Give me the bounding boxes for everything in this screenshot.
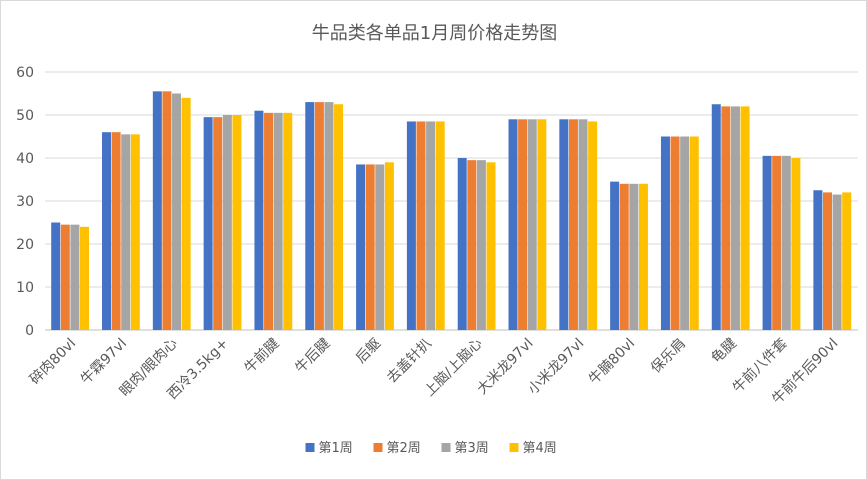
legend-label: 第1周 (319, 441, 353, 456)
bar (781, 155, 791, 330)
bar (213, 117, 223, 331)
bar (842, 192, 852, 330)
bar (476, 160, 486, 330)
bar (426, 121, 436, 330)
bar (508, 119, 518, 330)
x-tick-label: 去盖针扒 (384, 336, 435, 387)
y-tick-label: 60 (16, 65, 34, 81)
bar (762, 155, 772, 330)
bar (660, 136, 670, 330)
bar (711, 104, 721, 330)
bar (578, 119, 588, 330)
bar (537, 119, 547, 330)
bar (689, 136, 699, 330)
bar (619, 183, 629, 330)
y-tick-label: 50 (16, 108, 34, 124)
bar (254, 110, 264, 330)
x-tick-label: 后躯 (353, 336, 384, 367)
bar (130, 134, 140, 330)
bar (305, 102, 315, 330)
legend-swatch (305, 443, 315, 452)
x-tick-label: 碎肉80vl (27, 336, 79, 388)
legend-label: 第2周 (387, 441, 421, 456)
bar (832, 194, 842, 330)
bar (102, 132, 112, 330)
y-tick-label: 20 (16, 237, 34, 253)
bar (70, 224, 80, 330)
bar (51, 222, 61, 330)
legend-label: 第4周 (523, 441, 557, 456)
bar (324, 102, 334, 330)
bar (588, 121, 598, 330)
bar (203, 117, 213, 331)
bar (822, 192, 832, 330)
y-tick-label: 10 (16, 280, 34, 296)
legend-swatch (373, 443, 383, 452)
bar (486, 162, 496, 330)
bar (314, 102, 324, 330)
bar (80, 226, 90, 330)
bar (772, 155, 782, 330)
bar (527, 119, 537, 330)
x-tick-label: 龟腱 (709, 336, 740, 367)
chart-title: 牛品类各单品1月周价格走势图 (311, 23, 558, 44)
bar (384, 162, 394, 330)
bar (629, 183, 639, 330)
bar (273, 112, 283, 330)
bar (375, 164, 385, 330)
bar (283, 112, 293, 330)
y-tick-label: 30 (16, 194, 34, 210)
bar (680, 136, 690, 330)
bar (610, 181, 620, 330)
legend-swatch (509, 443, 519, 452)
bar (356, 164, 366, 330)
x-tick-label: 牛前腱 (241, 335, 283, 377)
bar (559, 119, 569, 330)
bar (222, 115, 232, 330)
bar (791, 158, 801, 330)
y-tick-label: 40 (16, 151, 34, 167)
bar (406, 121, 416, 330)
bar (232, 115, 242, 330)
bar (162, 91, 172, 330)
bar (721, 106, 731, 331)
x-tick-label: 保乐肩 (648, 336, 689, 377)
bar (334, 104, 344, 330)
x-tick-label: 牛后腱 (292, 336, 333, 377)
bar (568, 119, 578, 330)
y-tick-label: 0 (25, 323, 34, 339)
legend-label: 第3周 (455, 441, 489, 456)
bar (740, 106, 750, 331)
x-tick-label: 牛霖97vl (78, 336, 130, 388)
bar (172, 93, 182, 330)
bar (670, 136, 680, 330)
bar (181, 97, 191, 330)
bar (813, 190, 823, 330)
bar (111, 132, 121, 330)
bar (467, 160, 477, 330)
x-tick-label: 牛腩80vl (586, 336, 638, 388)
bar (365, 164, 375, 330)
bar (638, 183, 648, 330)
bar (60, 224, 70, 330)
bar (435, 121, 445, 330)
bar (457, 158, 467, 330)
legend-swatch (441, 443, 451, 452)
bar (730, 106, 740, 331)
bar (121, 134, 131, 330)
bar (152, 91, 162, 330)
bar (518, 119, 528, 330)
bar (416, 121, 426, 330)
bar (264, 112, 274, 330)
